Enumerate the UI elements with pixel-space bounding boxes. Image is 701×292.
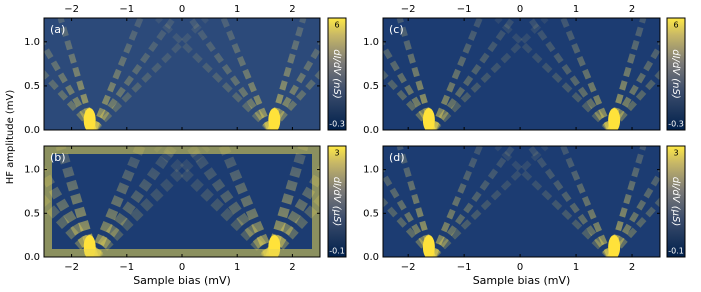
x-tick-label: 0: [517, 4, 523, 15]
x-tick-label: 1: [234, 4, 240, 15]
x-axis-label: Sample bias (mV): [473, 274, 571, 287]
feature-peak: [268, 108, 281, 130]
feature-arm: [494, 146, 613, 257]
x-tick-label: −1: [457, 4, 472, 15]
colorbar-tick-label: 6: [673, 21, 678, 30]
heatmap: [383, 18, 660, 130]
x-tick-label: 1: [234, 262, 240, 273]
colorbar-tick-label: -0.3: [329, 120, 345, 129]
heatmap: [44, 18, 320, 130]
x-tick-label: −1: [119, 262, 134, 273]
colorbar-tick-label: -0.1: [329, 247, 345, 256]
feature-peak: [608, 108, 621, 130]
x-tick-label: −2: [401, 262, 416, 273]
frame: [382, 17, 661, 131]
feature-arm: [44, 40, 97, 130]
colorbar-label: dI/dV (nS): [670, 49, 681, 99]
feature-arm: [527, 146, 613, 257]
y-axis-label: HF amplitude (mV): [5, 90, 16, 185]
x-tick-label: 2: [289, 262, 295, 273]
feature-arm: [607, 167, 660, 257]
colorbar: [327, 145, 347, 258]
feature-arm: [430, 18, 516, 130]
x-tick-label: −1: [119, 4, 134, 15]
x-tick-label: −1: [457, 262, 472, 273]
feature-peak: [422, 108, 435, 130]
feature-peak: [83, 108, 96, 130]
colorbar-label: dI/dV (μS): [670, 177, 681, 227]
feature-arm: [527, 18, 613, 130]
x-tick-label: −2: [64, 4, 79, 15]
feature-arm: [494, 18, 613, 130]
feature-arm: [90, 18, 144, 130]
feature-arm: [607, 40, 660, 130]
x-tick-label: 1: [573, 262, 579, 273]
colorbar: [327, 17, 347, 131]
y-tick-label: 0.5: [363, 81, 379, 92]
feature-arm: [430, 146, 516, 257]
feature-arm: [560, 146, 613, 257]
feature-arm: [430, 146, 483, 257]
panel-label: (b): [50, 151, 66, 164]
x-tick-label: 2: [289, 4, 295, 15]
colorbar-label: dI/dV (μS): [331, 177, 342, 227]
heatmap: [383, 146, 660, 257]
colorbar-tick-label: 3: [334, 149, 339, 158]
feature-arm: [383, 40, 436, 130]
x-tick-label: −2: [401, 4, 416, 15]
x-tick-label: 2: [629, 262, 635, 273]
y-tick-label: 0.5: [24, 81, 40, 92]
x-tick-label: 0: [517, 262, 523, 273]
y-tick-label: 0.0: [363, 252, 379, 263]
panel-label: (c): [389, 23, 404, 36]
y-tick-label: 0.5: [363, 208, 379, 219]
feature-arm: [90, 146, 211, 257]
y-tick-label: 0.0: [24, 125, 40, 136]
y-tick-label: 1.0: [363, 37, 379, 48]
y-tick-label: 0.0: [363, 125, 379, 136]
x-tick-label: 1: [573, 4, 579, 15]
feature-arm: [267, 40, 320, 130]
frame: [382, 145, 661, 258]
x-tick-label: −2: [64, 262, 79, 273]
feature-peak: [422, 235, 435, 257]
feature-arm: [430, 18, 549, 130]
feature-arm: [220, 18, 274, 130]
colorbar-label: dI/dV (nS): [331, 49, 342, 99]
feature-arm: [91, 18, 177, 130]
feature-peak: [608, 235, 621, 257]
colorbar: [666, 145, 686, 258]
feature-arm: [430, 18, 483, 130]
colorbar: [666, 17, 686, 131]
y-tick-label: 1.0: [24, 37, 40, 48]
y-tick-label: 1.0: [24, 165, 40, 176]
feature-arm: [430, 146, 549, 257]
panel-label: (d): [389, 151, 405, 164]
x-tick-label: 0: [179, 4, 185, 15]
feature-arm: [383, 167, 436, 257]
colorbar-tick-label: -0.3: [668, 120, 684, 129]
feature-arm: [155, 18, 273, 130]
feature-arm: [153, 146, 274, 257]
feature-arm: [560, 18, 613, 130]
y-tick-label: 0.5: [24, 208, 40, 219]
x-tick-label: 2: [629, 4, 635, 15]
panel-label: (a): [50, 23, 65, 36]
x-axis-label: Sample bias (mV): [133, 274, 231, 287]
x-tick-label: 0: [179, 262, 185, 273]
colorbar-tick-label: 3: [673, 149, 678, 158]
colorbar-tick-label: 6: [334, 21, 339, 30]
y-tick-label: 0.0: [24, 252, 40, 263]
feature-arm: [187, 18, 273, 130]
feature-arm: [91, 18, 209, 130]
y-tick-label: 1.0: [363, 165, 379, 176]
colorbar-tick-label: -0.1: [668, 247, 684, 256]
